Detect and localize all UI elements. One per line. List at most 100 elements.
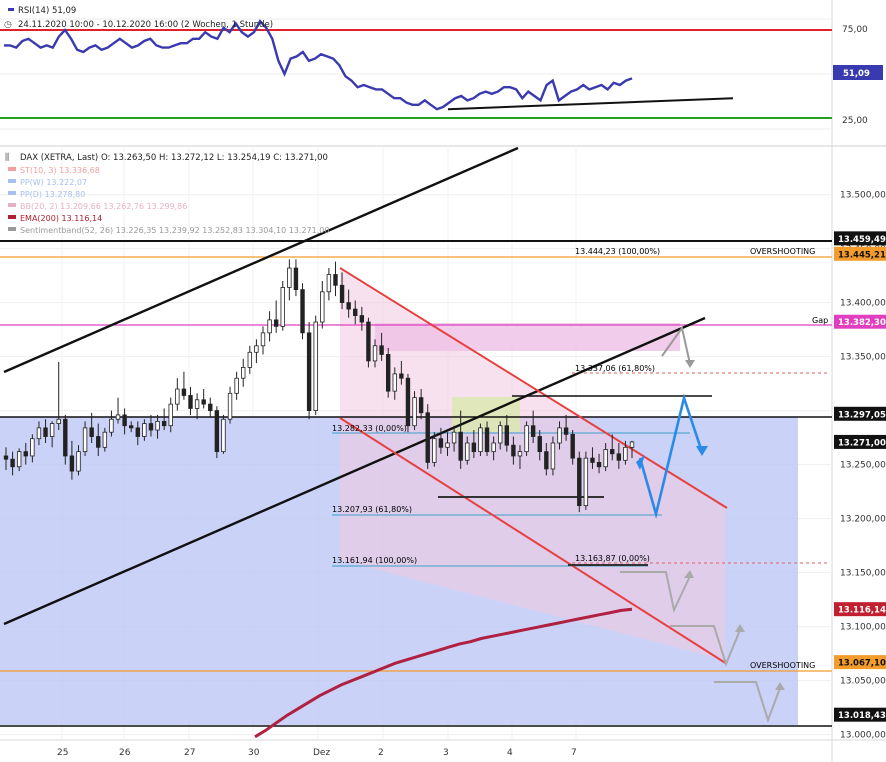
legend-entry: BB(20, 2) 13.209,66 13.262,76 13.299,86	[20, 202, 187, 211]
candle	[188, 386, 193, 415]
fib-100-upper-label: 13.444,23 (100,00%)	[575, 247, 660, 256]
legend-swatch	[8, 167, 16, 171]
candle-body-down	[379, 345, 384, 355]
price-tick-label: 13.500,00	[840, 191, 886, 201]
candle-body-up	[412, 397, 417, 427]
candle-body-down	[300, 289, 305, 334]
overshooting-upper-label: OVERSHOOTING	[750, 247, 815, 256]
price-tick-label: 13.400,00	[840, 299, 886, 309]
candle	[254, 339, 259, 364]
candle	[418, 389, 424, 420]
time-tick-label: 2	[378, 748, 384, 758]
candlestick-icon: ⫼	[5, 152, 9, 163]
price-tag-label: 13.018,43	[838, 711, 886, 721]
candle-body-up	[155, 420, 160, 431]
candle-body-up	[524, 425, 529, 453]
candle	[194, 393, 200, 420]
candle-body-down	[273, 319, 279, 327]
price-tag-label: 13.459,49	[838, 235, 886, 245]
candle-body-up	[320, 291, 325, 323]
candle-body-down	[208, 403, 213, 411]
gap-zone	[375, 323, 680, 351]
price-tag-label: 13.445,21	[838, 250, 886, 260]
gap-label: Gap	[812, 316, 828, 325]
time-tick-label: 30	[248, 748, 260, 758]
candle	[346, 289, 351, 318]
candle	[115, 397, 121, 424]
candle	[616, 443, 622, 469]
gray-arrow-gap-icon	[685, 360, 695, 368]
candle	[260, 326, 266, 355]
price-tag-label: 13.116,14	[838, 606, 886, 616]
blue-arrow-tail-icon	[636, 455, 645, 470]
candle-body-up	[491, 442, 496, 453]
price-panel: 13.444,23 (100,00%) OVERSHOOTING Gap 13.…	[0, 146, 832, 740]
price-tag-bg	[834, 602, 886, 617]
candle	[23, 443, 28, 465]
candle	[596, 453, 602, 474]
price-tick-label: 13.050,00	[840, 677, 886, 687]
candle	[168, 397, 173, 433]
price-tick-label: 13.000,00	[840, 731, 886, 741]
candle	[247, 345, 253, 374]
candle-body-up	[247, 351, 253, 368]
candle-body-down	[128, 425, 134, 429]
candle	[504, 414, 509, 452]
candle-body-up	[82, 427, 88, 453]
candle-body-down	[385, 354, 391, 392]
candle-body-up	[445, 442, 450, 448]
candle	[293, 259, 299, 297]
candle-body-down	[353, 308, 358, 316]
candle-body-down	[596, 462, 602, 468]
candle-body-up	[498, 425, 503, 444]
candle-body-down	[69, 455, 75, 472]
candle	[30, 434, 35, 463]
price-tag-bg	[834, 231, 886, 246]
time-tick-label: 25	[57, 748, 68, 758]
candle	[128, 421, 134, 433]
candle-body-down	[122, 414, 127, 427]
candle	[438, 427, 444, 454]
candle	[10, 451, 15, 476]
legend-entry: EMA(200) 13.116,14	[20, 214, 102, 223]
price-tag-bg	[834, 314, 886, 329]
candle	[432, 432, 437, 467]
candle	[465, 436, 470, 465]
candle	[43, 419, 48, 443]
candle-body-up	[175, 388, 180, 405]
candle	[458, 410, 463, 469]
fib-61-upper-label: 13.337,06 (61,80%)	[575, 364, 655, 373]
candle	[306, 322, 312, 420]
candle-body-up	[36, 427, 42, 440]
candle	[491, 436, 496, 461]
candle	[135, 421, 140, 446]
fib-0-lower-label: 13.163,87 (0,00%)	[575, 554, 650, 563]
candle	[333, 261, 338, 297]
candle	[273, 300, 279, 333]
candle	[208, 397, 213, 418]
fib-100-label: 13.161,94 (100,00%)	[332, 556, 417, 565]
candle	[570, 430, 575, 465]
blue-arrow-head-icon	[696, 446, 708, 456]
candle-body-down	[148, 423, 154, 431]
time-tick-label: 3	[443, 748, 449, 758]
candle-body-up	[287, 267, 292, 288]
price-tick-label: 13.350,00	[840, 353, 886, 363]
candle	[511, 436, 516, 465]
candle-body-up	[168, 403, 173, 427]
candle	[405, 373, 411, 433]
candle	[234, 371, 239, 400]
candle-body-up	[603, 449, 608, 468]
candle	[287, 259, 292, 301]
candle-body-up	[254, 345, 259, 353]
candle	[122, 408, 127, 435]
rsi-trendline	[447, 97, 734, 111]
candle-body-down	[570, 433, 575, 459]
candle	[359, 306, 365, 331]
candle-body-down	[359, 315, 365, 323]
candle-body-down	[346, 302, 351, 310]
candle-body-down	[181, 388, 187, 396]
candle	[36, 421, 42, 446]
rsi-title: RSI(14) 51,09	[18, 6, 76, 16]
rsi-legend-swatch	[8, 8, 14, 11]
